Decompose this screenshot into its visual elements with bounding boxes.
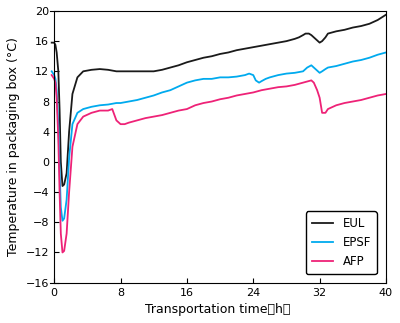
Y-axis label: Temperature in packaging box (°C): Temperature in packaging box (°C) (7, 37, 20, 256)
EPSF (106, 103, 110, 107)
EUL (98, 67, 102, 71)
EUL (367, 22, 372, 26)
AFP (384, 92, 388, 96)
EUL (284, 39, 289, 43)
EUL (384, 13, 388, 17)
AFP (54, 96, 59, 100)
EUL (89, 68, 94, 72)
EPSF (60, 219, 65, 223)
AFP (284, 85, 289, 89)
AFP (160, 113, 164, 117)
EPSF (49, 69, 54, 73)
Line: EUL: EUL (52, 15, 386, 186)
AFP (60, 251, 65, 255)
EUL (49, 41, 54, 45)
EPSF (226, 76, 231, 79)
EUL (323, 36, 328, 39)
AFP (106, 109, 110, 112)
Line: EPSF: EPSF (52, 52, 386, 221)
X-axis label: Transportation time（h）: Transportation time（h） (145, 303, 291, 316)
EPSF (67, 156, 72, 160)
AFP (53, 81, 58, 85)
Line: AFP: AFP (52, 75, 386, 253)
AFP (49, 73, 54, 77)
EUL (303, 32, 308, 36)
EPSF (292, 71, 297, 75)
AFP (276, 85, 280, 89)
EPSF (53, 77, 58, 81)
EPSF (58, 205, 63, 209)
EUL (60, 184, 65, 188)
EPSF (384, 50, 388, 54)
Legend: EUL, EPSF, AFP: EUL, EPSF, AFP (306, 212, 377, 274)
